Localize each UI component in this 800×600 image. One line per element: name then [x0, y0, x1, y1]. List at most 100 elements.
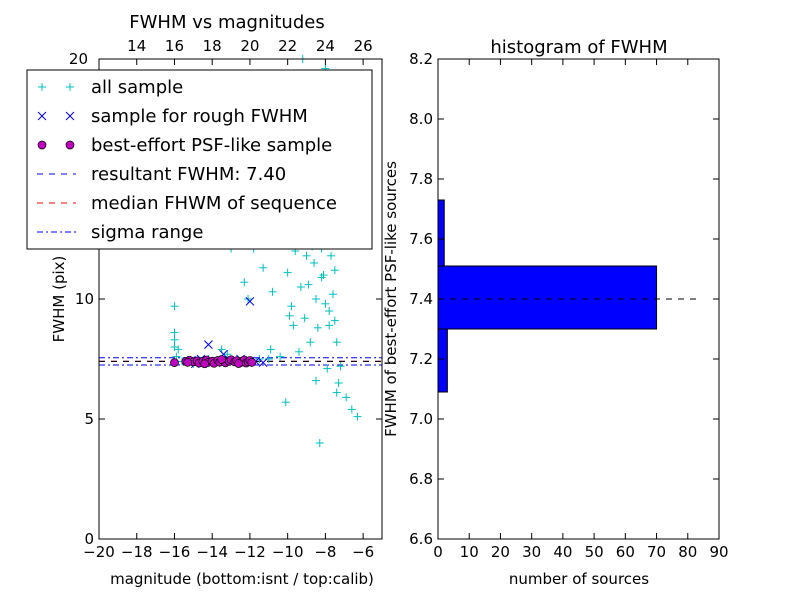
fwhm-vs-magnitude-chart: −20 −18 −16 −14 −12 −10 −8 −6 0 5 10 14 16 18 20 22 24 26… [26, 12, 383, 588]
left-ticks: −20 −18 −16 −14 −12 −10 −8 −6 0 5 10 14 16 18 20 22 24 26 [75, 37, 382, 561]
point-s0-43 [342, 393, 351, 402]
top-tick-label: 24 [316, 37, 335, 55]
histogram-bar-2 [437, 199, 445, 267]
x-tick-label: −18 [121, 543, 153, 561]
hist-y-tick-label: 6.6 [409, 530, 433, 548]
point-s0-28 [310, 259, 319, 267]
point-s0-29 [311, 295, 320, 303]
top-corner-label: 20 [69, 50, 88, 68]
point-s0-68 [302, 251, 311, 260]
y-tick-label: 0 [84, 530, 94, 548]
hist-y-tick-label: 7.2 [409, 350, 433, 368]
legend-marker-1-b-b [65, 111, 75, 121]
point-s2-28 [200, 359, 210, 369]
hist-x-tick-label: 20 [491, 543, 510, 561]
point-s0-16 [268, 287, 277, 296]
point-s2-27 [217, 355, 226, 364]
top-tick-label: 16 [165, 37, 184, 55]
x-tick-label: −14 [196, 543, 228, 561]
hist-x-tick-label: 50 [585, 543, 604, 561]
legend-label-5: sigma range [91, 222, 203, 243]
point-s0-2 [170, 335, 179, 344]
point-s0-57 [332, 388, 341, 397]
hist-x-tick-label: 0 [433, 543, 443, 561]
point-s2-26 [234, 359, 243, 368]
point-s0-75 [325, 307, 334, 315]
point-s0-69 [317, 273, 326, 282]
point-s1-0-b [204, 340, 213, 349]
top-tick-label: 20 [240, 37, 259, 55]
point-s0-79 [285, 311, 294, 320]
legend-marker-2-b [65, 140, 75, 150]
right-chart-title: histogram of FWHM [490, 37, 667, 58]
top-tick-label: 22 [278, 37, 297, 55]
point-s0-41 [334, 379, 343, 387]
legend-marker-0-b [66, 83, 74, 91]
hist-y-tick-label: 7.6 [409, 230, 433, 248]
top-tick-label: 14 [127, 37, 146, 55]
point-s0-0 [170, 302, 179, 311]
point-s0-39 [330, 316, 339, 325]
y-tick-label: 10 [75, 290, 94, 308]
point-s0-4 [174, 345, 183, 354]
legend-label-2: best-effort PSF-like sample [91, 135, 332, 156]
x-tick-label: −20 [83, 543, 115, 561]
legend-marker-1-b [65, 111, 75, 121]
right-y-axis-label: FWHM of best-effort PSF-like sources [382, 161, 400, 437]
hist-y-tick-label: 7.4 [409, 290, 433, 308]
hist-x-tick-label: 40 [553, 543, 572, 561]
top-tick-label: 18 [203, 37, 222, 55]
hist-x-tick-label: 60 [616, 543, 635, 561]
point-s0-20 [281, 398, 290, 407]
right-x-axis-label: number of sources [509, 570, 649, 588]
hist-x-tick-label: 30 [522, 543, 541, 561]
hist-x-tick-label: 80 [678, 543, 697, 561]
left-x-axis-label: magnitude (bottom:isnt / top:calib) [110, 570, 374, 588]
legend-marker-0-a [38, 83, 46, 91]
legend-label-0: all sample [91, 77, 183, 98]
point-s0-15 [259, 263, 268, 272]
legend: all sample sample for rough FWHM best-effo… [26, 69, 373, 250]
point-s0-77 [304, 280, 313, 289]
legend-box [26, 69, 373, 250]
hist-x-tick-label: 10 [460, 543, 479, 561]
fwhm-histogram-chart: 0 10 20 30 40 50 60 70 80 90 6.6 6.8 7.0 7.2 7.4 7.6 7.8… [382, 37, 729, 588]
hist-y-tick-label: 7.0 [409, 410, 433, 428]
hist-x-tick-label: 90 [709, 543, 728, 561]
point-s2-25 [247, 358, 257, 367]
scatter-points [170, 55, 362, 447]
point-s0-36 [325, 321, 334, 330]
legend-label-1: sample for rough FWHM [91, 106, 308, 127]
point-s1-0 [204, 340, 213, 349]
point-s0-54 [306, 338, 315, 347]
left-chart-title: FWHM vs magnitudes [129, 12, 324, 33]
point-s0-10 [223, 350, 232, 359]
point-s0-71 [313, 323, 322, 332]
point-s0-25 [300, 314, 309, 323]
top-tick-label: 26 [354, 37, 373, 55]
point-s0-58 [294, 347, 303, 356]
x-tick-label: −8 [314, 543, 336, 561]
point-s1-10-b [258, 358, 268, 367]
histogram-bar-1 [437, 265, 658, 330]
point-s0-34 [321, 299, 330, 308]
hist-x-tick-label: 70 [647, 543, 666, 561]
point-s0-55 [323, 364, 332, 373]
hist-y-tick-label: 8.0 [409, 110, 433, 128]
point-s0-21 [287, 302, 296, 311]
histogram-bar-0 [437, 328, 448, 393]
y-tick-label: 5 [84, 410, 94, 428]
hist-y-tick-label: 6.8 [409, 470, 433, 488]
x-tick-label: −12 [234, 543, 266, 561]
hist-y-tick-label: 7.8 [409, 170, 433, 188]
histogram-bars [437, 199, 658, 393]
point-s2-29 [183, 358, 193, 367]
point-s0-37 [327, 251, 336, 260]
point-s0-12 [240, 278, 249, 287]
point-s2-0 [170, 358, 179, 367]
right-ticks: 0 10 20 30 40 50 60 70 80 90 6.6 6.8 7.0 7.2 7.4 7.6 7.8… [409, 50, 728, 561]
legend-marker-2-a [37, 140, 47, 150]
point-s0-45 [353, 412, 362, 421]
left-y-axis-label: FWHM (pix) [50, 256, 68, 343]
